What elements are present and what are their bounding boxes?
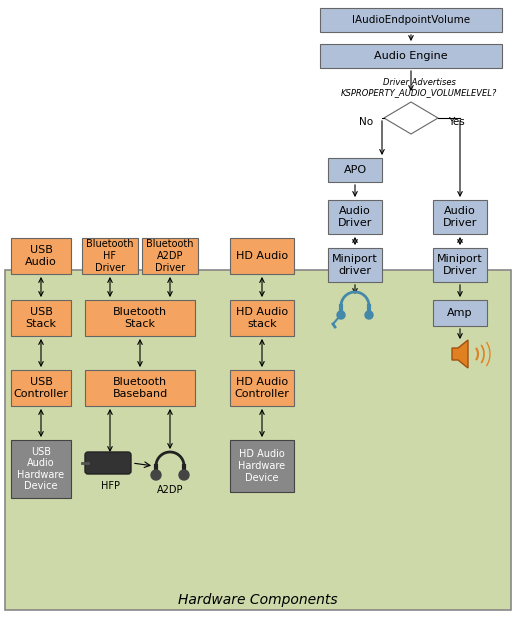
Bar [433,248,487,282]
Text: USB
Audio
Hardware
Device: USB Audio Hardware Device [18,447,64,491]
Text: USB
Audio: USB Audio [25,245,57,267]
Polygon shape [384,102,438,134]
Bar [328,248,382,282]
FancyBboxPatch shape [85,452,131,474]
Text: Bluetooth
Baseband: Bluetooth Baseband [112,378,168,399]
Text: HD Audio: HD Audio [236,251,288,261]
Text: Bluetooth
HF
Driver: Bluetooth HF Driver [86,239,134,272]
Text: HD Audio
Hardware
Device: HD Audio Hardware Device [238,449,285,482]
Text: Audio
Driver: Audio Driver [338,206,372,228]
Text: IAudioEndpointVolume: IAudioEndpointVolume [352,15,470,25]
Text: USB
Controller: USB Controller [13,378,69,399]
Text: Driver Advertises
KSPROPERTY_AUDIO_VOLUMELEVEL?: Driver Advertises KSPROPERTY_AUDIO_VOLUM… [341,78,497,98]
Bar [230,238,294,274]
Text: Bluetooth
Stack: Bluetooth Stack [113,308,167,329]
Text: USB
Stack: USB Stack [25,308,56,329]
Bar [230,300,294,336]
Text: No: No [359,117,373,127]
Bar [11,238,71,274]
Circle shape [179,470,189,480]
Bar [328,200,382,234]
Text: HFP: HFP [101,481,120,491]
Bar [85,370,195,406]
Bar [230,370,294,406]
Bar [320,44,502,68]
Text: HD Audio
stack: HD Audio stack [236,308,288,329]
Bar [11,370,71,406]
Bar [320,8,502,32]
Bar [11,300,71,336]
Bar [142,238,198,274]
Circle shape [337,311,345,319]
Text: Amp: Amp [447,308,473,318]
Text: Bluetooth
A2DP
Driver: Bluetooth A2DP Driver [146,239,194,272]
Bar [328,158,382,182]
Text: Miniport
driver: Miniport driver [332,254,378,276]
Text: Miniport
Driver: Miniport Driver [437,254,483,276]
Text: A2DP: A2DP [157,485,183,495]
Text: HD Audio
Controller: HD Audio Controller [235,378,289,399]
Text: Audio Engine: Audio Engine [374,51,448,61]
Text: Yes: Yes [447,117,464,127]
Text: Hardware Components: Hardware Components [178,593,338,607]
Bar [433,200,487,234]
Text: APO: APO [344,165,366,175]
Polygon shape [452,340,468,368]
Bar [5,270,511,610]
Circle shape [365,311,373,319]
Circle shape [151,470,161,480]
Bar [11,440,71,498]
Bar [433,300,487,326]
Text: Audio
Driver: Audio Driver [443,206,477,228]
Bar [82,238,138,274]
Bar [85,300,195,336]
Bar [230,440,294,492]
